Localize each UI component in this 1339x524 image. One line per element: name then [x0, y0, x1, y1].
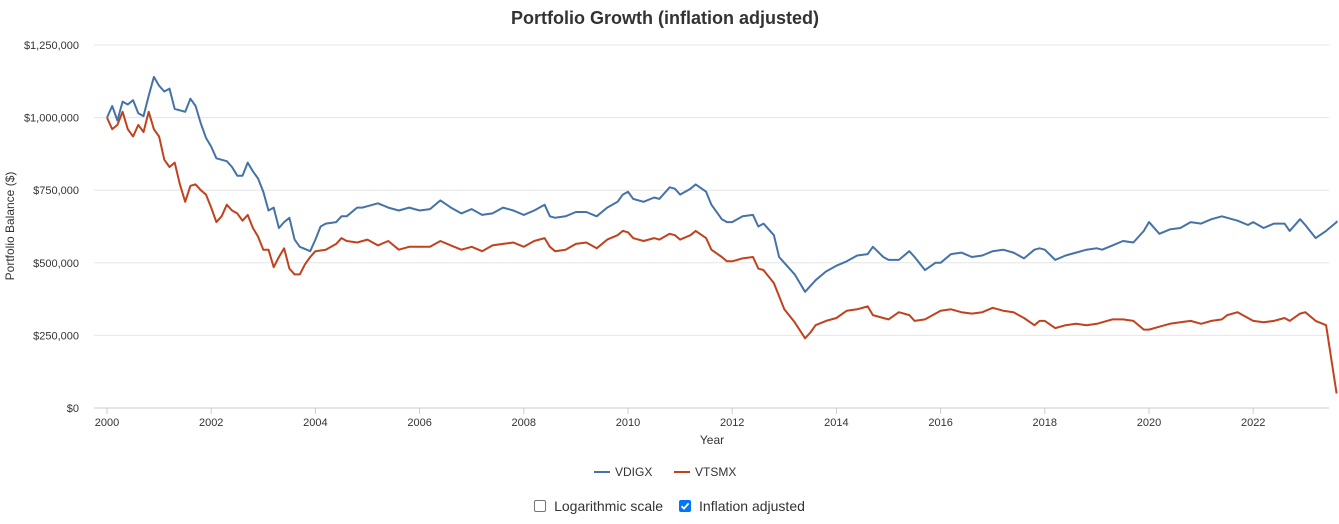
x-tick-label: 2020 [1137, 417, 1161, 429]
x-tick-label: 2002 [199, 417, 223, 429]
chart-title: Portfolio Growth (inflation adjusted) [511, 8, 819, 28]
x-tick-label: 2008 [512, 417, 536, 429]
y-tick-label: $1,000,000 [24, 113, 79, 125]
series-line-vtsmx [106, 110, 1338, 394]
x-tick-label: 2016 [928, 417, 952, 429]
inflation-adjusted-label: Inflation adjusted [699, 498, 805, 514]
legend-item-vdigx[interactable]: VDIGX [594, 465, 652, 479]
x-tick-label: 2006 [407, 417, 431, 429]
series-line-vdigx [106, 75, 1338, 293]
y-tick-label: $0 [67, 403, 79, 415]
legend-label: VDIGX [615, 465, 652, 479]
log-scale-label: Logarithmic scale [554, 498, 664, 514]
legend-label: VTSMX [695, 465, 736, 479]
inflation-adjusted-checkbox[interactable] [679, 500, 692, 512]
log-scale-option[interactable]: Logarithmic scale [534, 498, 663, 514]
y-tick-label: $250,000 [33, 330, 79, 342]
x-tick-label: 2018 [1033, 417, 1057, 429]
inflation-option[interactable]: Inflation adjusted [679, 498, 805, 514]
chart-options: Logarithmic scale Inflation adjusted [0, 498, 1339, 514]
gridlines [94, 44, 1329, 336]
x-tick-label: 2014 [824, 417, 848, 429]
y-axis-label: Portfolio Balance ($) [3, 172, 17, 281]
y-axis-ticks: $0 $250,000 $500,000 $750,000 $1,000,000 $1,2… [24, 40, 79, 415]
x-tick-label: 2012 [720, 417, 744, 429]
legend[interactable]: VDIGX VTSMX [594, 465, 736, 479]
legend-item-vtsmx[interactable]: VTSMX [674, 465, 736, 479]
x-tick-label: 2010 [616, 417, 640, 429]
series-lines [106, 75, 1338, 394]
x-tick-label: 2004 [303, 417, 327, 429]
log-scale-checkbox[interactable] [534, 500, 547, 512]
x-tick-label: 2022 [1241, 417, 1265, 429]
y-tick-label: $1,250,000 [24, 40, 79, 52]
y-tick-label: $750,000 [33, 185, 79, 197]
y-tick-label: $500,000 [33, 258, 79, 270]
x-axis-label: Year [700, 433, 724, 447]
x-axis-ticks: 2000 2002 2004 2006 2008 2010 2012 2014 2016 2018… [95, 408, 1265, 429]
portfolio-growth-chart: Portfolio Growth (inflation adjusted) $0… [3, 8, 1338, 479]
x-tick-label: 2000 [95, 417, 119, 429]
